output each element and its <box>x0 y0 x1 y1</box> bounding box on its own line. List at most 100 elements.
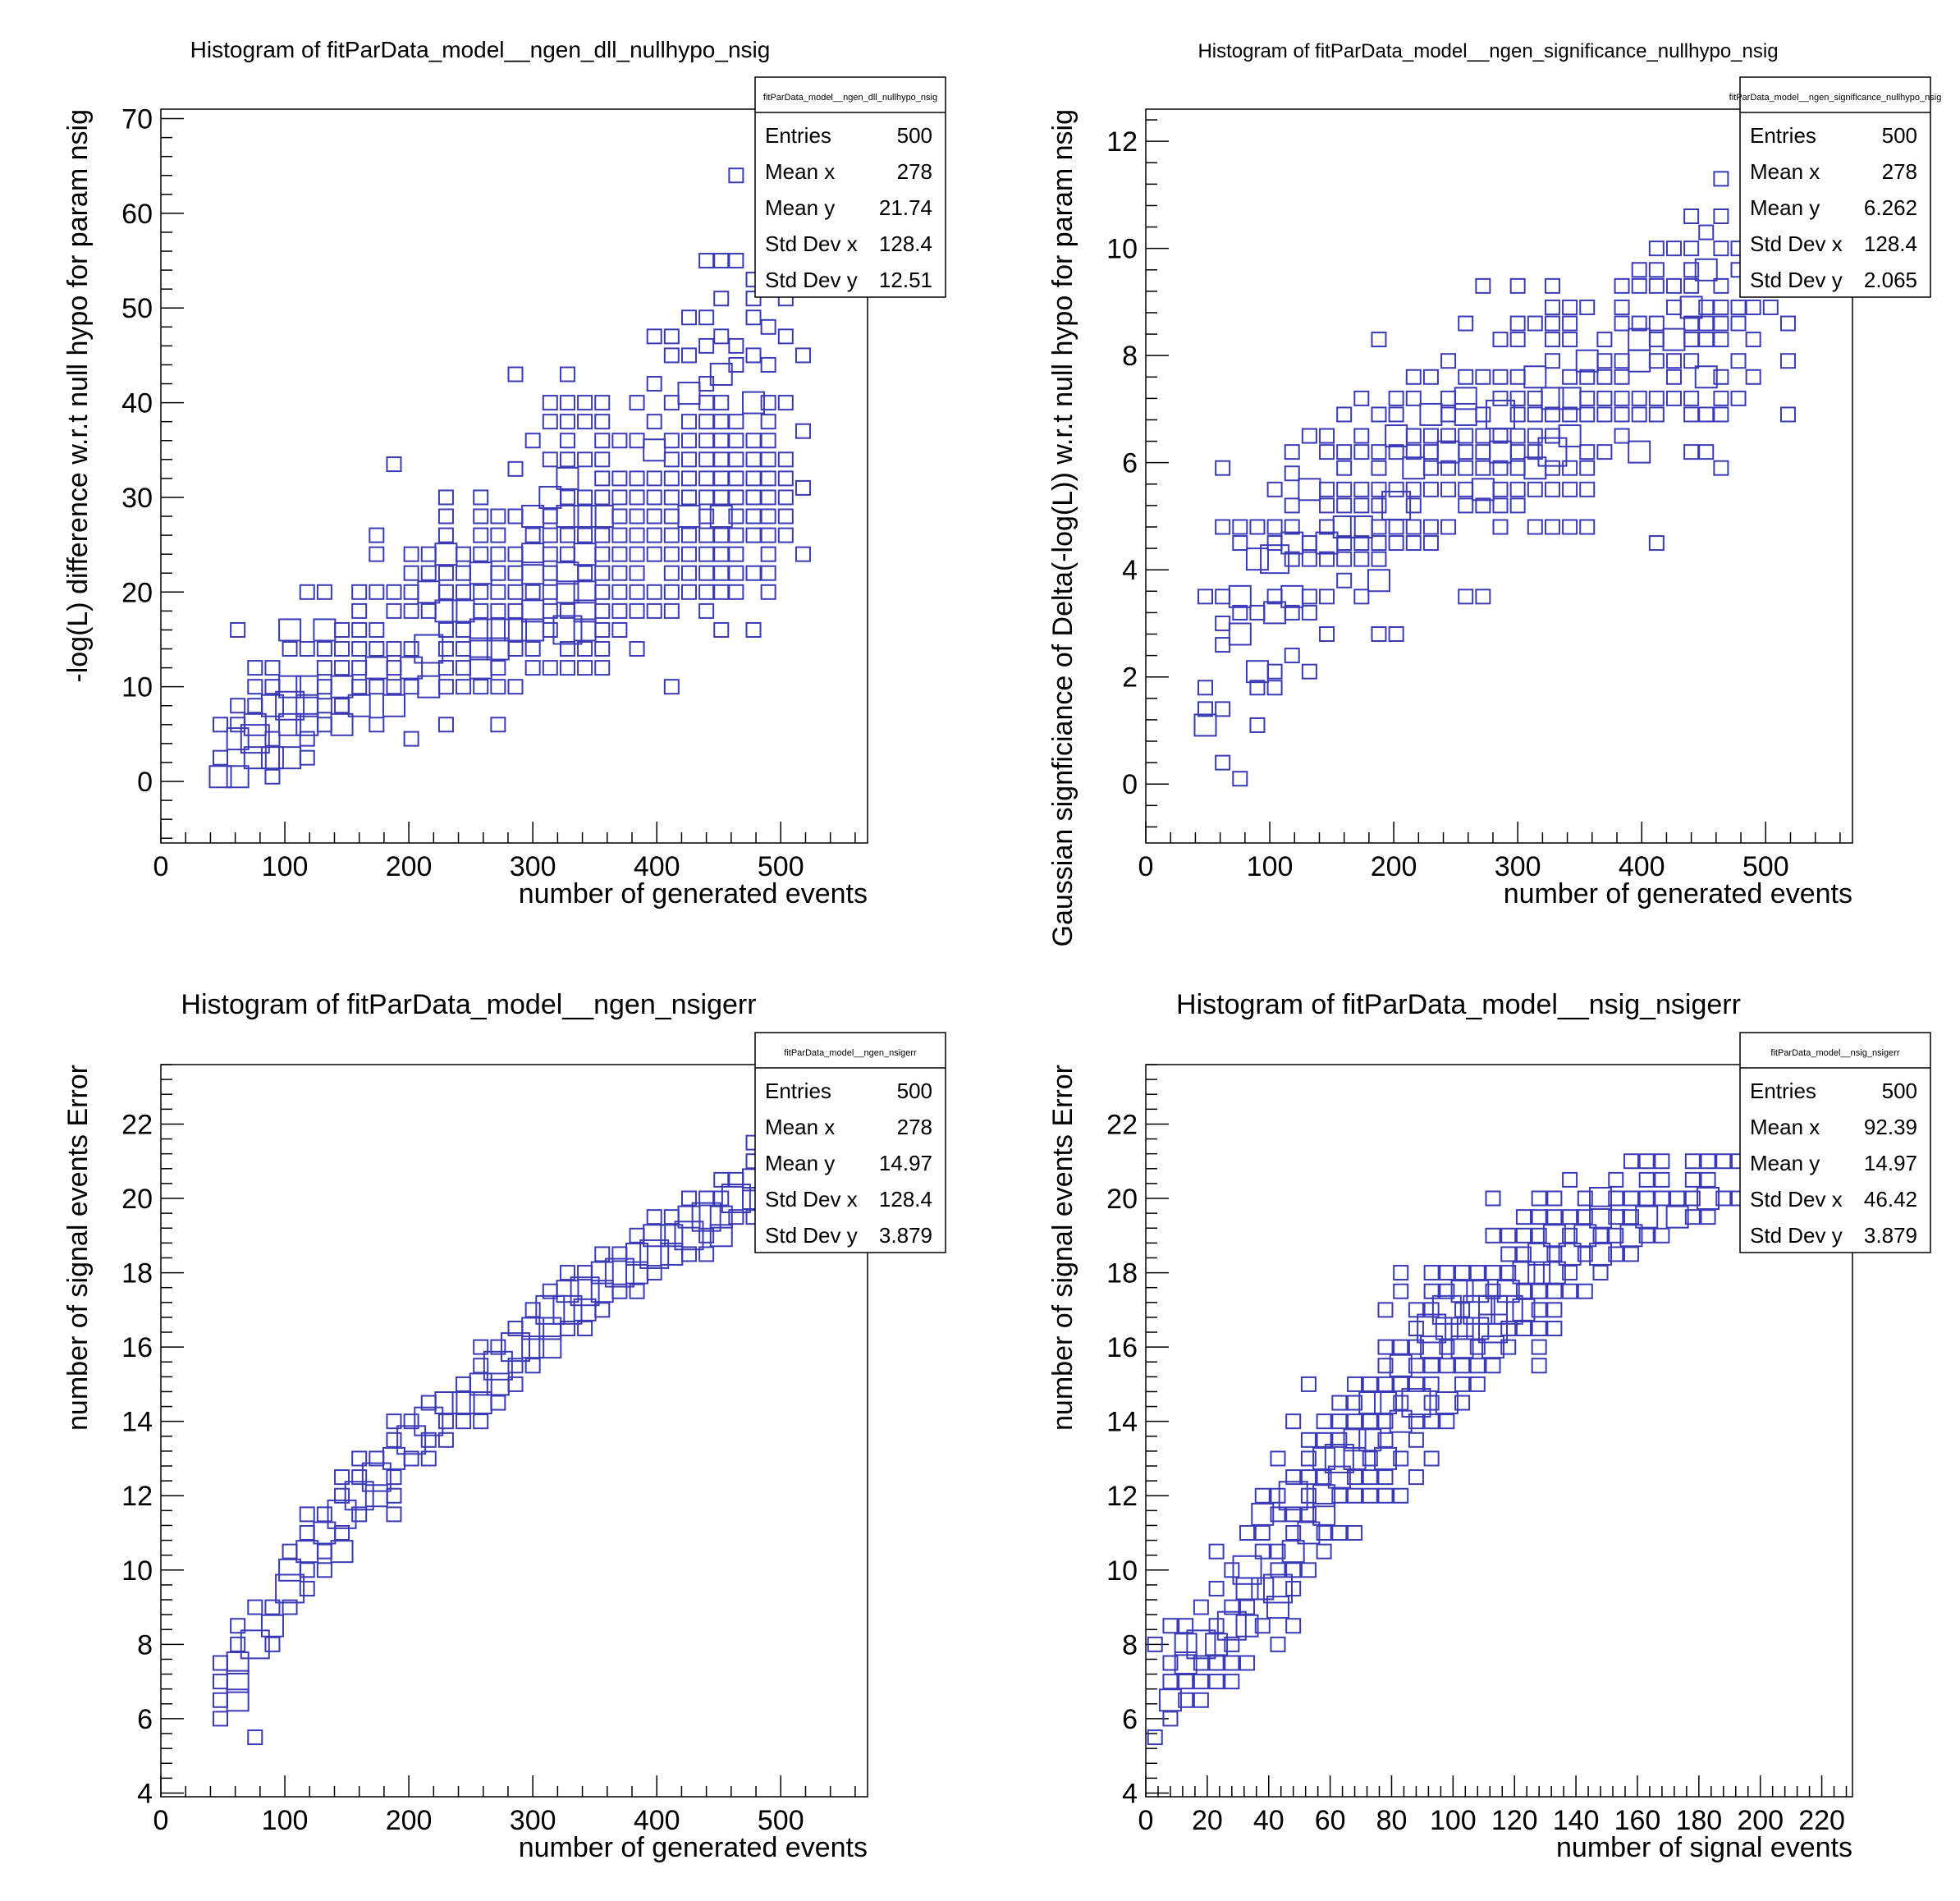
bin-box <box>316 679 332 695</box>
bin-box <box>1312 1446 1336 1470</box>
bin-box <box>1730 390 1747 406</box>
bin-box <box>1216 1610 1247 1641</box>
bin-box <box>728 337 744 354</box>
bin-box <box>1579 519 1596 535</box>
stats-value: 500 <box>1882 1079 1917 1103</box>
bin-box <box>1713 299 1729 315</box>
bin-box <box>420 546 437 562</box>
bin-box <box>646 527 662 543</box>
bin-box <box>369 546 385 562</box>
bin-box <box>1440 390 1457 406</box>
bin-box <box>437 621 454 638</box>
stats-value: 500 <box>897 123 932 148</box>
bin-box <box>1215 519 1231 535</box>
bin-box <box>1300 1562 1317 1578</box>
bin-box <box>1147 1729 1163 1746</box>
bin-box <box>1423 1302 1440 1318</box>
plot-frame <box>160 1064 868 1798</box>
bin-box <box>1492 519 1509 535</box>
bin-box <box>524 660 541 676</box>
bin-box <box>1435 1317 1459 1340</box>
bin-box <box>646 1265 662 1281</box>
bin-box <box>1730 299 1747 315</box>
bin-box <box>1423 1450 1440 1467</box>
y-tick-label: 14 <box>1106 1407 1138 1438</box>
bin-box <box>728 584 744 600</box>
stats-value: 500 <box>1882 123 1917 148</box>
bin-box <box>1298 478 1321 502</box>
x-tick-label: 0 <box>1138 1805 1154 1836</box>
bin-box <box>1228 622 1252 646</box>
bin-box <box>1347 1376 1363 1392</box>
bin-box <box>1285 1469 1302 1486</box>
bin-box <box>434 599 458 623</box>
bin-box <box>713 527 730 543</box>
bin-box <box>1377 1431 1394 1448</box>
bin-box <box>1654 1153 1670 1170</box>
bin-box <box>1285 1580 1302 1596</box>
y-tick-label: 14 <box>121 1407 153 1438</box>
bin-box <box>1562 315 1578 332</box>
bin-box <box>1614 406 1630 423</box>
bin-box <box>1301 551 1317 567</box>
bin-box <box>456 584 472 600</box>
bin-box <box>535 1294 566 1325</box>
bin-box <box>490 546 506 562</box>
bin-box <box>1377 1487 1394 1504</box>
bin-box <box>1531 1227 1547 1244</box>
panel-title: Histogram of fitParData_model__nsig_nsig… <box>1176 989 1741 1020</box>
bin-box <box>1608 1209 1624 1225</box>
bin-box <box>1562 519 1578 535</box>
bin-box <box>1423 1395 1440 1411</box>
bin-box <box>473 602 489 619</box>
bin-box <box>1440 353 1457 369</box>
bin-box <box>364 656 388 680</box>
bin-box <box>1417 1313 1447 1344</box>
bin-box <box>1422 460 1439 476</box>
bin-box <box>1579 481 1596 497</box>
bin-box <box>1579 369 1596 385</box>
bin-box <box>507 602 524 619</box>
bin-box <box>490 602 506 619</box>
bin-box <box>1198 680 1214 696</box>
bin-box <box>1492 390 1509 406</box>
bin-box <box>264 1599 281 1615</box>
bin-box <box>1665 277 1682 294</box>
bin-box <box>698 602 715 619</box>
bin-box <box>247 698 263 714</box>
bin-box <box>1694 258 1718 282</box>
bin-box <box>1475 444 1491 460</box>
bin-box <box>347 694 371 717</box>
bin-box <box>728 433 744 449</box>
bin-box <box>760 489 776 506</box>
bin-box <box>577 660 593 676</box>
bin-box <box>1336 460 1353 476</box>
bin-box <box>577 451 593 468</box>
bin-box <box>777 470 794 487</box>
bin-box <box>542 621 558 638</box>
bin-box <box>1336 481 1353 497</box>
bin-box <box>1423 1376 1440 1392</box>
bin-box <box>1683 208 1700 225</box>
bin-box <box>1648 262 1665 278</box>
bin-box <box>1440 406 1457 423</box>
bin-box <box>611 433 628 449</box>
bin-box <box>552 615 583 645</box>
bin-box <box>680 433 697 449</box>
bin-box <box>709 1224 733 1248</box>
bin-box <box>437 1413 454 1430</box>
bin-box <box>1683 390 1700 406</box>
bin-box <box>486 618 510 642</box>
y-tick-label: 2 <box>1122 662 1138 694</box>
bin-box <box>1478 1313 1509 1344</box>
bin-box <box>713 1171 730 1188</box>
stats-label: Mean x <box>1750 159 1820 184</box>
bin-box <box>1542 1224 1566 1248</box>
bin-box <box>1388 406 1404 423</box>
bin-box <box>698 565 715 581</box>
stats-value: 6.262 <box>1864 195 1917 220</box>
bin-box <box>629 584 645 600</box>
bin-box <box>1531 1190 1547 1207</box>
bin-box <box>1509 497 1526 514</box>
bin-box <box>760 584 776 600</box>
